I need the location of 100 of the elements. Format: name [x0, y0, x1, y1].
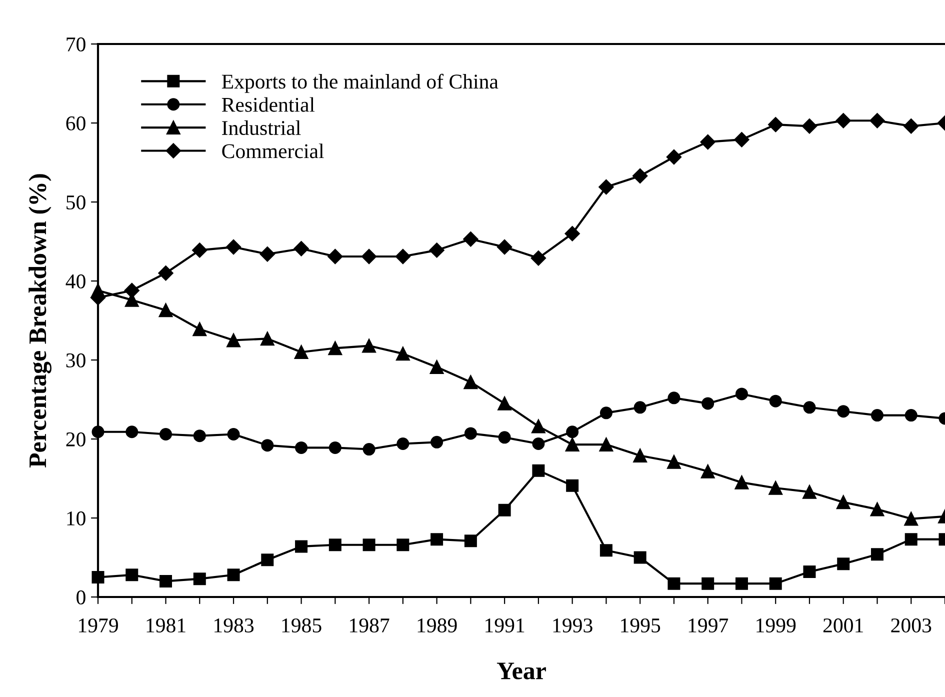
- point: [870, 409, 884, 422]
- point: [226, 239, 242, 255]
- point: [160, 574, 172, 588]
- x-tick-label: 1997: [688, 618, 728, 632]
- legend-label: Industrial: [222, 120, 301, 136]
- x-axis-title: Year: [496, 662, 546, 680]
- point: [870, 502, 884, 516]
- point: [634, 551, 646, 564]
- point: [362, 443, 376, 456]
- point: [803, 565, 816, 578]
- point: [668, 392, 680, 404]
- y-tick-label: 20: [66, 432, 86, 446]
- point: [430, 436, 444, 448]
- point: [226, 333, 240, 348]
- point: [193, 572, 206, 586]
- point: [904, 118, 919, 134]
- x-tick-label: 1981: [146, 618, 186, 632]
- point: [802, 118, 818, 134]
- point: [396, 437, 410, 450]
- point: [227, 428, 240, 441]
- point: [634, 401, 646, 414]
- point: [158, 303, 173, 318]
- point: [328, 538, 342, 552]
- y-axis-title: Percentage Breakdown (%): [28, 174, 52, 468]
- x-tick-label: 1995: [621, 618, 660, 632]
- point: [837, 405, 850, 418]
- point: [361, 248, 377, 264]
- point: [261, 554, 274, 566]
- y-tick-label: 40: [66, 274, 86, 288]
- point: [700, 134, 716, 150]
- point: [294, 345, 308, 360]
- point: [836, 113, 851, 128]
- point: [769, 577, 782, 590]
- x-tick-label: 1989: [418, 618, 457, 632]
- point: [498, 504, 511, 516]
- point: [498, 431, 511, 444]
- point: [396, 538, 410, 552]
- y-tick-label: 0: [76, 590, 86, 604]
- point: [735, 577, 748, 590]
- point: [496, 239, 512, 255]
- point: [498, 396, 512, 410]
- y-tick-label: 50: [66, 195, 86, 210]
- y-tick-label: 30: [66, 353, 86, 368]
- point: [734, 476, 749, 490]
- point: [735, 388, 748, 400]
- point: [294, 241, 309, 256]
- point: [227, 568, 240, 582]
- point: [192, 242, 208, 258]
- point: [193, 430, 206, 442]
- point: [192, 322, 207, 336]
- point: [91, 284, 105, 298]
- x-tick-label: 1993: [553, 618, 592, 632]
- point: [92, 571, 104, 584]
- point: [769, 394, 782, 408]
- x-tick-label: 2001: [823, 618, 863, 632]
- point: [530, 250, 546, 266]
- point: [836, 495, 850, 510]
- point: [904, 512, 918, 526]
- point: [702, 397, 714, 410]
- point: [160, 428, 172, 441]
- point: [362, 338, 376, 353]
- y-tick-label: 70: [66, 37, 86, 52]
- point: [802, 484, 816, 499]
- point: [429, 242, 444, 258]
- point: [531, 419, 546, 434]
- y-tick-label: 10: [67, 511, 86, 526]
- point: [126, 568, 138, 582]
- point: [260, 332, 274, 346]
- point: [430, 533, 444, 546]
- point: [564, 226, 580, 242]
- point: [870, 548, 884, 561]
- point: [633, 448, 648, 463]
- point: [734, 132, 750, 148]
- point: [126, 426, 138, 438]
- legend-label: Commercial: [222, 144, 324, 158]
- point: [565, 438, 580, 452]
- point: [295, 540, 308, 553]
- point: [667, 454, 681, 469]
- point: [158, 266, 174, 281]
- point: [904, 409, 918, 422]
- point: [768, 117, 784, 132]
- x-tick-label: 1985: [282, 618, 322, 632]
- point: [463, 232, 478, 247]
- x-tick-label: 1979: [79, 618, 118, 632]
- point: [566, 426, 579, 438]
- point: [837, 558, 850, 570]
- point: [328, 441, 342, 454]
- y-tick-label: 60: [66, 116, 86, 130]
- point: [768, 481, 783, 495]
- point: [328, 341, 342, 356]
- point: [566, 479, 579, 492]
- point: [396, 346, 410, 361]
- point: [600, 406, 612, 420]
- point: [362, 538, 376, 552]
- point: [532, 464, 545, 477]
- point: [904, 533, 918, 546]
- point: [598, 179, 614, 195]
- point: [430, 360, 444, 374]
- point: [668, 577, 680, 590]
- point: [632, 168, 648, 184]
